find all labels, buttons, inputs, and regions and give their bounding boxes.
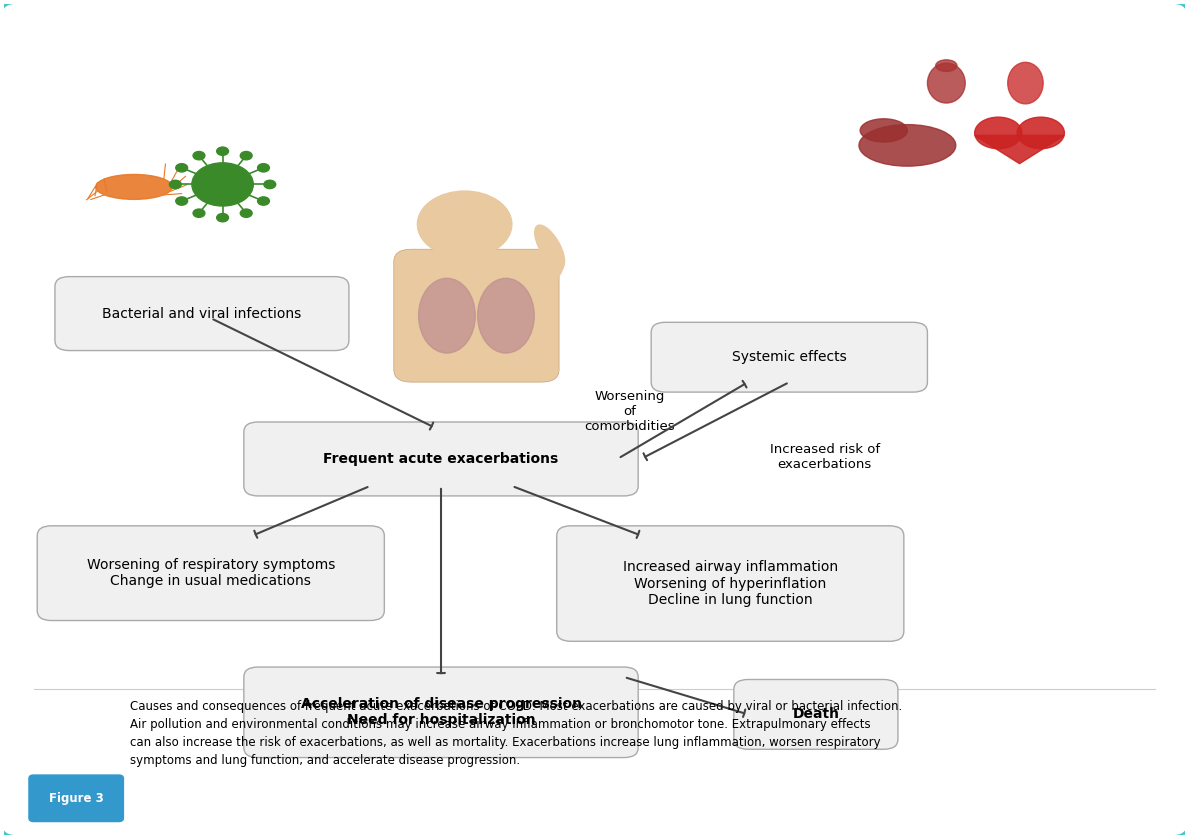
Text: Figure 3: Figure 3 xyxy=(49,792,103,805)
Ellipse shape xyxy=(1017,117,1064,149)
Polygon shape xyxy=(975,135,1064,164)
Ellipse shape xyxy=(860,119,907,142)
Ellipse shape xyxy=(1008,62,1043,104)
FancyBboxPatch shape xyxy=(652,322,927,392)
Ellipse shape xyxy=(478,279,534,353)
Circle shape xyxy=(176,164,188,172)
Text: Increased airway inflammation
Worsening of hyperinflation
Decline in lung functi: Increased airway inflammation Worsening … xyxy=(623,560,838,607)
Circle shape xyxy=(193,209,205,217)
Circle shape xyxy=(240,152,252,159)
Text: Acceleration of disease progression
Need for hospitalization: Acceleration of disease progression Need… xyxy=(301,697,581,727)
Circle shape xyxy=(264,180,276,189)
Circle shape xyxy=(176,197,188,206)
Text: Causes and consequences of frequent acute exacerbations of COPD. Most exacerbati: Causes and consequences of frequent acut… xyxy=(131,701,902,767)
Ellipse shape xyxy=(460,245,493,270)
Circle shape xyxy=(191,163,253,206)
FancyBboxPatch shape xyxy=(29,775,124,821)
Ellipse shape xyxy=(419,279,476,353)
Text: Death: Death xyxy=(792,707,839,722)
Circle shape xyxy=(258,197,270,206)
Text: Worsening
of
comorbidities: Worsening of comorbidities xyxy=(585,389,675,433)
Circle shape xyxy=(193,152,205,159)
Ellipse shape xyxy=(518,257,565,308)
Text: Worsening of respiratory symptoms
Change in usual medications: Worsening of respiratory symptoms Change… xyxy=(87,558,335,588)
FancyBboxPatch shape xyxy=(37,526,384,621)
FancyBboxPatch shape xyxy=(244,422,638,496)
Ellipse shape xyxy=(535,225,565,268)
FancyBboxPatch shape xyxy=(55,277,348,351)
Circle shape xyxy=(417,191,511,258)
FancyBboxPatch shape xyxy=(556,526,904,641)
Text: Systemic effects: Systemic effects xyxy=(732,350,847,364)
Circle shape xyxy=(258,164,270,172)
Circle shape xyxy=(216,213,228,221)
Circle shape xyxy=(170,180,181,189)
FancyBboxPatch shape xyxy=(394,249,559,382)
Circle shape xyxy=(216,147,228,155)
Ellipse shape xyxy=(858,125,956,166)
Text: Increased risk of
exacerbations: Increased risk of exacerbations xyxy=(769,443,880,471)
Ellipse shape xyxy=(936,60,957,71)
Ellipse shape xyxy=(95,175,172,200)
FancyBboxPatch shape xyxy=(244,667,638,758)
FancyBboxPatch shape xyxy=(734,680,898,749)
Ellipse shape xyxy=(975,117,1021,149)
Text: Bacterial and viral infections: Bacterial and viral infections xyxy=(102,306,302,320)
Circle shape xyxy=(240,209,252,217)
Ellipse shape xyxy=(927,63,965,103)
Text: Frequent acute exacerbations: Frequent acute exacerbations xyxy=(323,452,559,466)
